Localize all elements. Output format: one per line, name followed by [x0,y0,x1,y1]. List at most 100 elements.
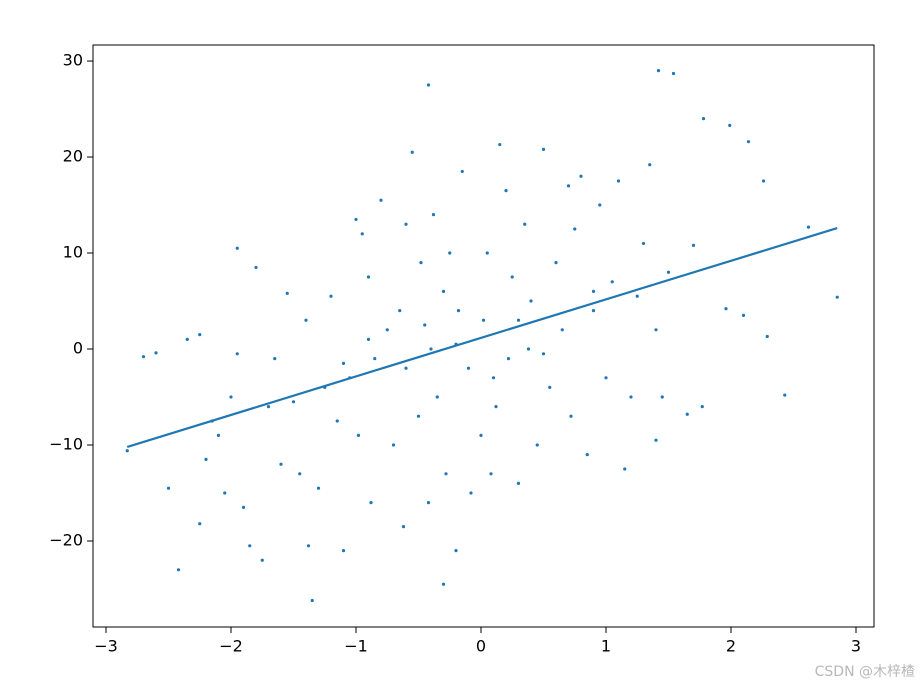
x-tick-label: 1 [601,637,611,656]
point [426,500,431,505]
point [469,491,473,495]
x-tick-label: 3 [851,637,861,656]
point [506,357,511,361]
point [426,83,431,87]
point [379,198,383,202]
point [660,395,664,399]
point [761,179,766,183]
point [341,548,346,553]
point [494,405,498,409]
x-tick-label: 0 [476,637,486,656]
point [185,337,189,342]
point [385,328,389,332]
point [329,294,333,298]
point [591,309,596,313]
point [435,395,439,399]
point [579,174,583,178]
point [419,261,423,265]
point [356,433,361,437]
point [298,472,302,476]
watermark: CSDN @木梓楂 [815,664,915,680]
point [291,400,296,404]
point [479,433,483,437]
point [685,412,689,416]
point [410,150,414,154]
point [489,472,493,476]
point [229,395,233,399]
point [598,203,602,207]
point [741,313,746,318]
point [460,169,464,174]
point [541,147,546,151]
fit-line [126,227,838,448]
point [154,351,158,355]
point [398,309,402,313]
point [504,189,508,193]
y-tick-label: 10 [63,243,83,262]
point [491,376,496,380]
point [260,558,264,562]
x-tick-label: 2 [726,637,736,656]
point [429,347,433,351]
point [454,548,458,553]
point [560,328,564,332]
point [765,334,769,339]
point [391,443,396,447]
point [335,419,339,423]
point [354,217,358,222]
point [404,366,408,370]
y-tick-label: −10 [49,434,83,453]
point [648,163,652,167]
point [654,438,658,442]
point [604,376,608,380]
point [310,598,314,603]
point [285,291,289,295]
point [835,295,839,299]
point [485,251,489,255]
point [629,395,633,399]
point [656,69,661,73]
point [526,347,531,351]
point [728,123,732,127]
point [671,71,676,76]
point [554,261,558,265]
y-tick-label: 30 [63,51,83,70]
y-tick-label: 0 [73,339,83,358]
point [623,467,627,471]
point [423,323,427,327]
point [341,361,346,366]
point [616,179,621,183]
point [498,142,502,147]
point [366,337,371,342]
point [366,275,371,279]
point [441,289,446,294]
point [448,251,452,255]
point [548,385,552,390]
x-tick-label: −1 [344,637,368,656]
point [654,328,658,332]
point [466,366,471,370]
point [569,414,573,418]
point [806,225,811,229]
point [241,505,246,509]
point [746,140,751,144]
x-tick-label: −3 [94,637,118,656]
point [166,486,171,490]
point [279,462,283,466]
point [235,352,239,356]
y-tick-label: 20 [63,147,83,166]
y-tick-label: −20 [49,530,83,549]
point [529,299,533,303]
point [566,184,571,188]
point [316,486,321,490]
point [523,222,527,226]
point [516,318,521,322]
point [176,568,181,572]
plot-frame [92,44,875,628]
point [701,117,706,121]
point [273,357,277,361]
point [404,222,408,226]
point [204,457,208,461]
point [666,270,671,274]
point [198,522,202,526]
